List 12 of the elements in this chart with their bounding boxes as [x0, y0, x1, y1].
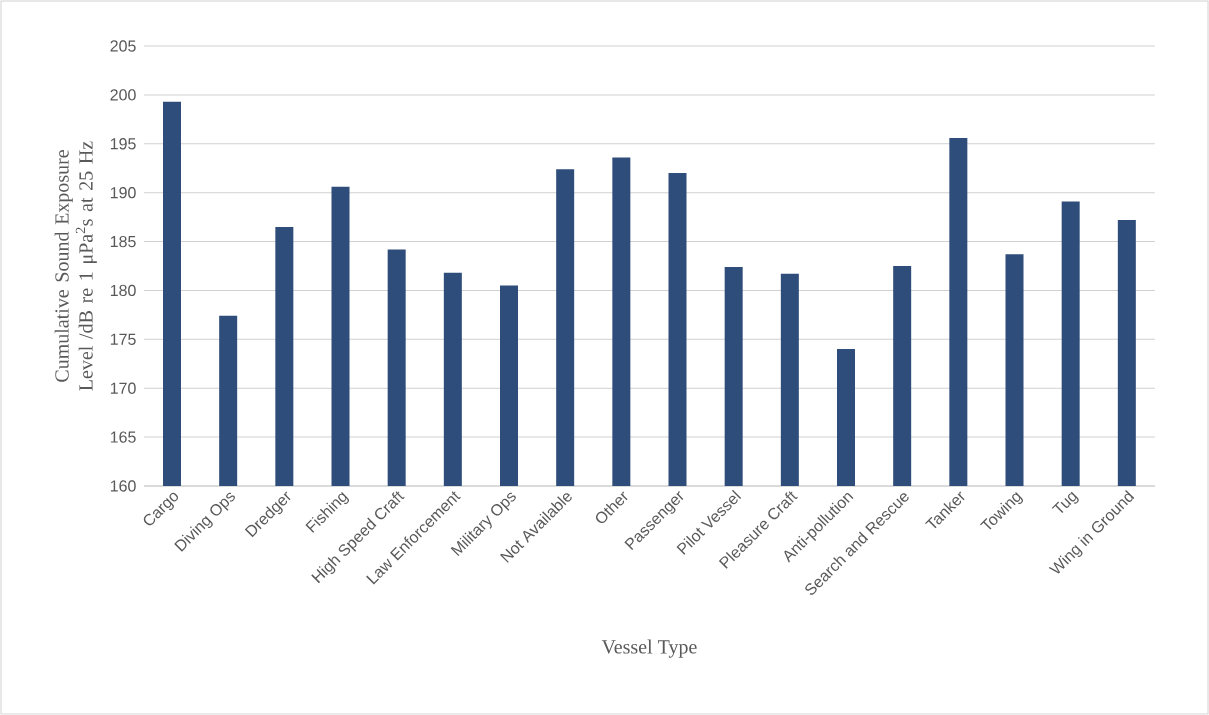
y-tick-label: 195	[110, 138, 136, 150]
y-tick-label: 165	[110, 431, 136, 443]
y-tick-label: 190	[110, 187, 136, 199]
y-tick-label: 180	[110, 284, 136, 297]
y-tick-label: 185	[110, 235, 136, 248]
x-axis-title: Vessel Type	[601, 639, 697, 658]
y-tick-label: 160	[110, 480, 136, 492]
y-tick-label: 205	[110, 40, 136, 52]
y-tick-label: 200	[110, 89, 136, 101]
y-tick-label: 170	[110, 382, 136, 394]
x-tick-label: Tug	[1051, 491, 1079, 514]
y-tick-label: 175	[110, 333, 136, 345]
